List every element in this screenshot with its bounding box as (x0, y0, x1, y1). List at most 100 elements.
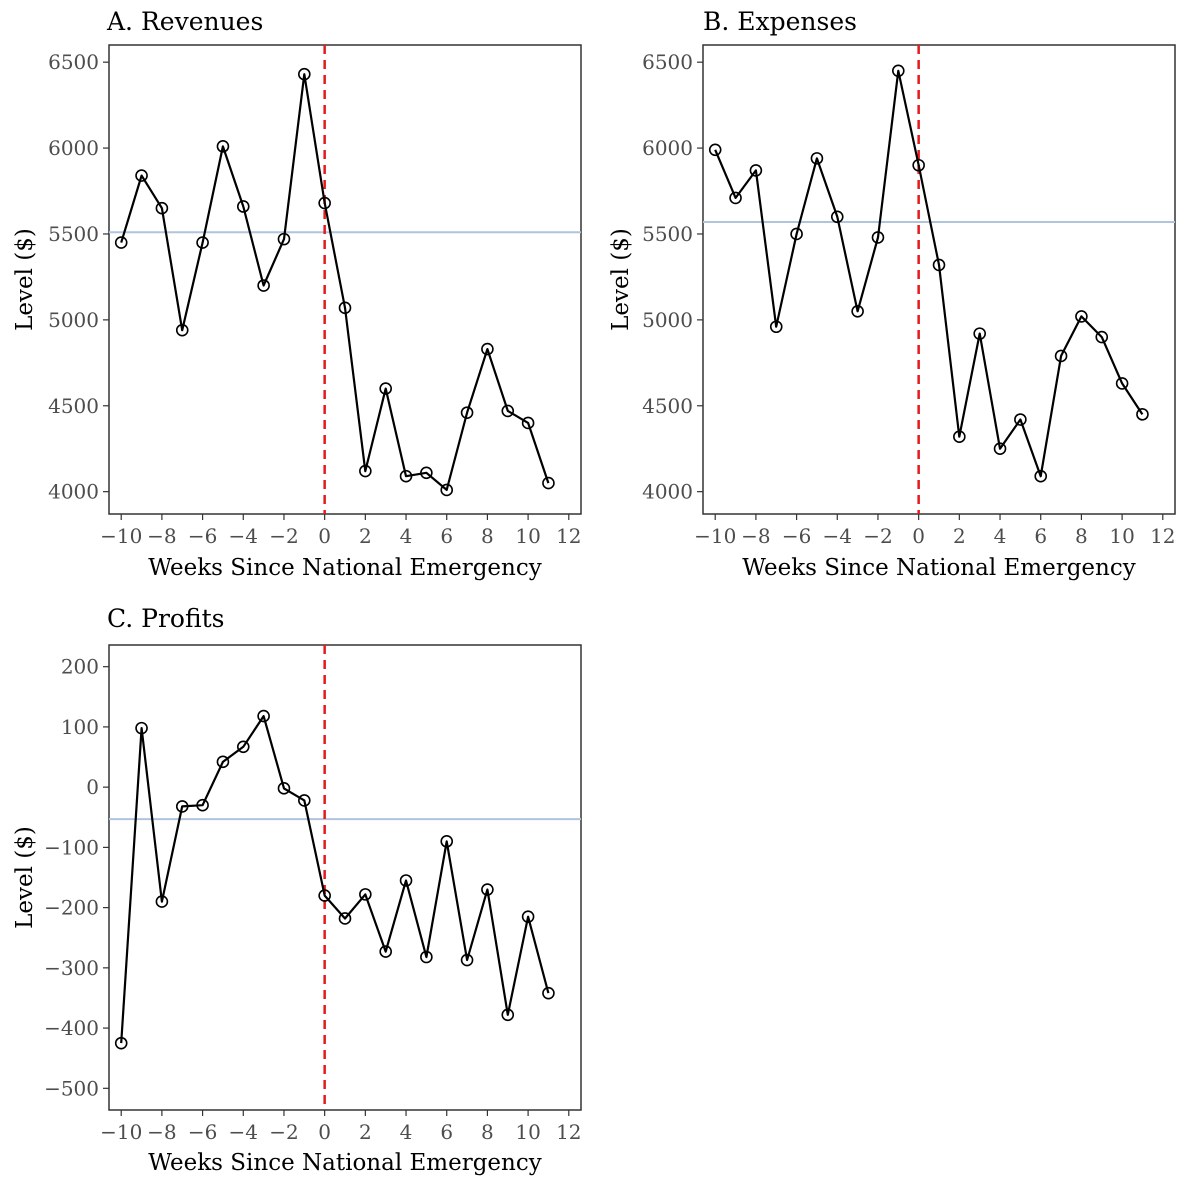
y-tick-label: −300 (44, 956, 99, 980)
x-tick-label: −10 (100, 1120, 142, 1144)
data-point (298, 794, 311, 807)
data-point (155, 201, 169, 215)
x-tick-label: −2 (269, 1120, 298, 1144)
data-point (973, 327, 986, 340)
y-tick-label: 6500 (642, 50, 693, 74)
data-point (481, 342, 494, 356)
x-tick-label: 6 (440, 524, 453, 548)
y-tick-label: 6500 (48, 50, 99, 74)
data-point (216, 140, 230, 153)
series-line (714, 69, 1144, 478)
x-tick-label: −6 (782, 524, 811, 548)
data-point (277, 782, 291, 795)
data-point (399, 469, 413, 483)
x-tick-label: 10 (1109, 524, 1134, 548)
y-tick-label: 4500 (48, 394, 99, 418)
data-point (399, 874, 413, 887)
x-tick-label: 0 (318, 1120, 331, 1144)
data-point (1115, 377, 1129, 390)
x-tick-label: −2 (863, 524, 892, 548)
panel-title: B. Expenses (703, 7, 857, 36)
data-point (257, 279, 270, 292)
chart-panel-1: A. Revenues 4000 4500 5000 5500 6000 6500 −10 −8… (12, 7, 582, 581)
data-point (542, 476, 555, 490)
data-point (729, 191, 742, 205)
panel-title: A. Revenues (106, 7, 263, 36)
data-point (851, 304, 864, 318)
data-point (318, 196, 331, 210)
data-point (460, 406, 474, 419)
x-tick-label: 10 (515, 524, 540, 548)
data-point (769, 320, 783, 334)
data-point (1014, 413, 1027, 426)
data-point (420, 950, 433, 964)
y-tick-label: 5000 (48, 308, 99, 332)
x-tick-label: 2 (953, 524, 966, 548)
y-tick-label: 6000 (48, 136, 99, 160)
x-tick-label: −4 (229, 1120, 258, 1144)
x-tick-label: 0 (318, 524, 331, 548)
x-tick-label: 4 (400, 524, 413, 548)
x-tick-label: 8 (481, 1120, 494, 1144)
data-point (379, 382, 392, 395)
data-point (236, 200, 250, 213)
data-point (135, 169, 148, 182)
data-point (810, 152, 824, 165)
data-point (892, 64, 905, 78)
y-tick-label: 4000 (48, 480, 99, 504)
data-point (749, 164, 763, 177)
data-point (871, 231, 885, 244)
data-point (1095, 330, 1109, 344)
data-point (440, 483, 454, 497)
series-line (120, 714, 550, 1044)
panel-border (108, 644, 582, 1111)
y-tick-label: 0 (86, 775, 99, 799)
y-axis-label: Level ($) (12, 228, 38, 331)
x-tick-label: −10 (694, 524, 736, 548)
x-tick-label: −8 (741, 524, 770, 548)
data-point (932, 258, 946, 272)
data-point (1034, 469, 1048, 483)
x-axis-label: Weeks Since National Emergency (148, 555, 541, 581)
data-point (1075, 310, 1088, 323)
y-tick-label: −500 (44, 1076, 99, 1100)
data-point (1054, 349, 1068, 363)
data-point (379, 945, 392, 958)
data-point (420, 466, 433, 480)
y-tick-label: 5500 (642, 222, 693, 246)
data-point (155, 895, 169, 908)
x-tick-label: −2 (269, 524, 298, 548)
y-axis-label: Level ($) (12, 826, 38, 929)
x-tick-label: −6 (188, 1120, 217, 1144)
x-axis-label: Weeks Since National Emergency (742, 555, 1135, 581)
data-point (501, 1008, 515, 1022)
series-line (120, 73, 550, 491)
y-axis-label: Level ($) (608, 228, 634, 331)
x-tick-label: 8 (1075, 524, 1088, 548)
x-tick-label: −6 (188, 524, 217, 548)
data-point (953, 430, 966, 443)
data-point (501, 404, 515, 418)
data-point (830, 210, 844, 224)
x-tick-label: 12 (556, 1120, 581, 1144)
x-tick-label: 8 (481, 524, 494, 548)
data-point (460, 953, 474, 967)
y-tick-label: 5000 (642, 308, 693, 332)
x-tick-label: 0 (912, 524, 925, 548)
data-point (135, 721, 148, 735)
data-point (277, 232, 291, 246)
data-point (175, 323, 189, 337)
data-point (175, 800, 189, 813)
data-point (359, 888, 372, 901)
x-tick-label: 12 (1150, 524, 1175, 548)
data-point (338, 301, 352, 315)
x-tick-label: 4 (994, 524, 1007, 548)
data-point (521, 910, 535, 923)
data-point (1136, 408, 1149, 421)
data-point (114, 1036, 128, 1050)
data-point (993, 442, 1007, 456)
x-tick-label: 12 (556, 524, 581, 548)
data-point (359, 464, 372, 478)
panel-border (108, 44, 582, 515)
